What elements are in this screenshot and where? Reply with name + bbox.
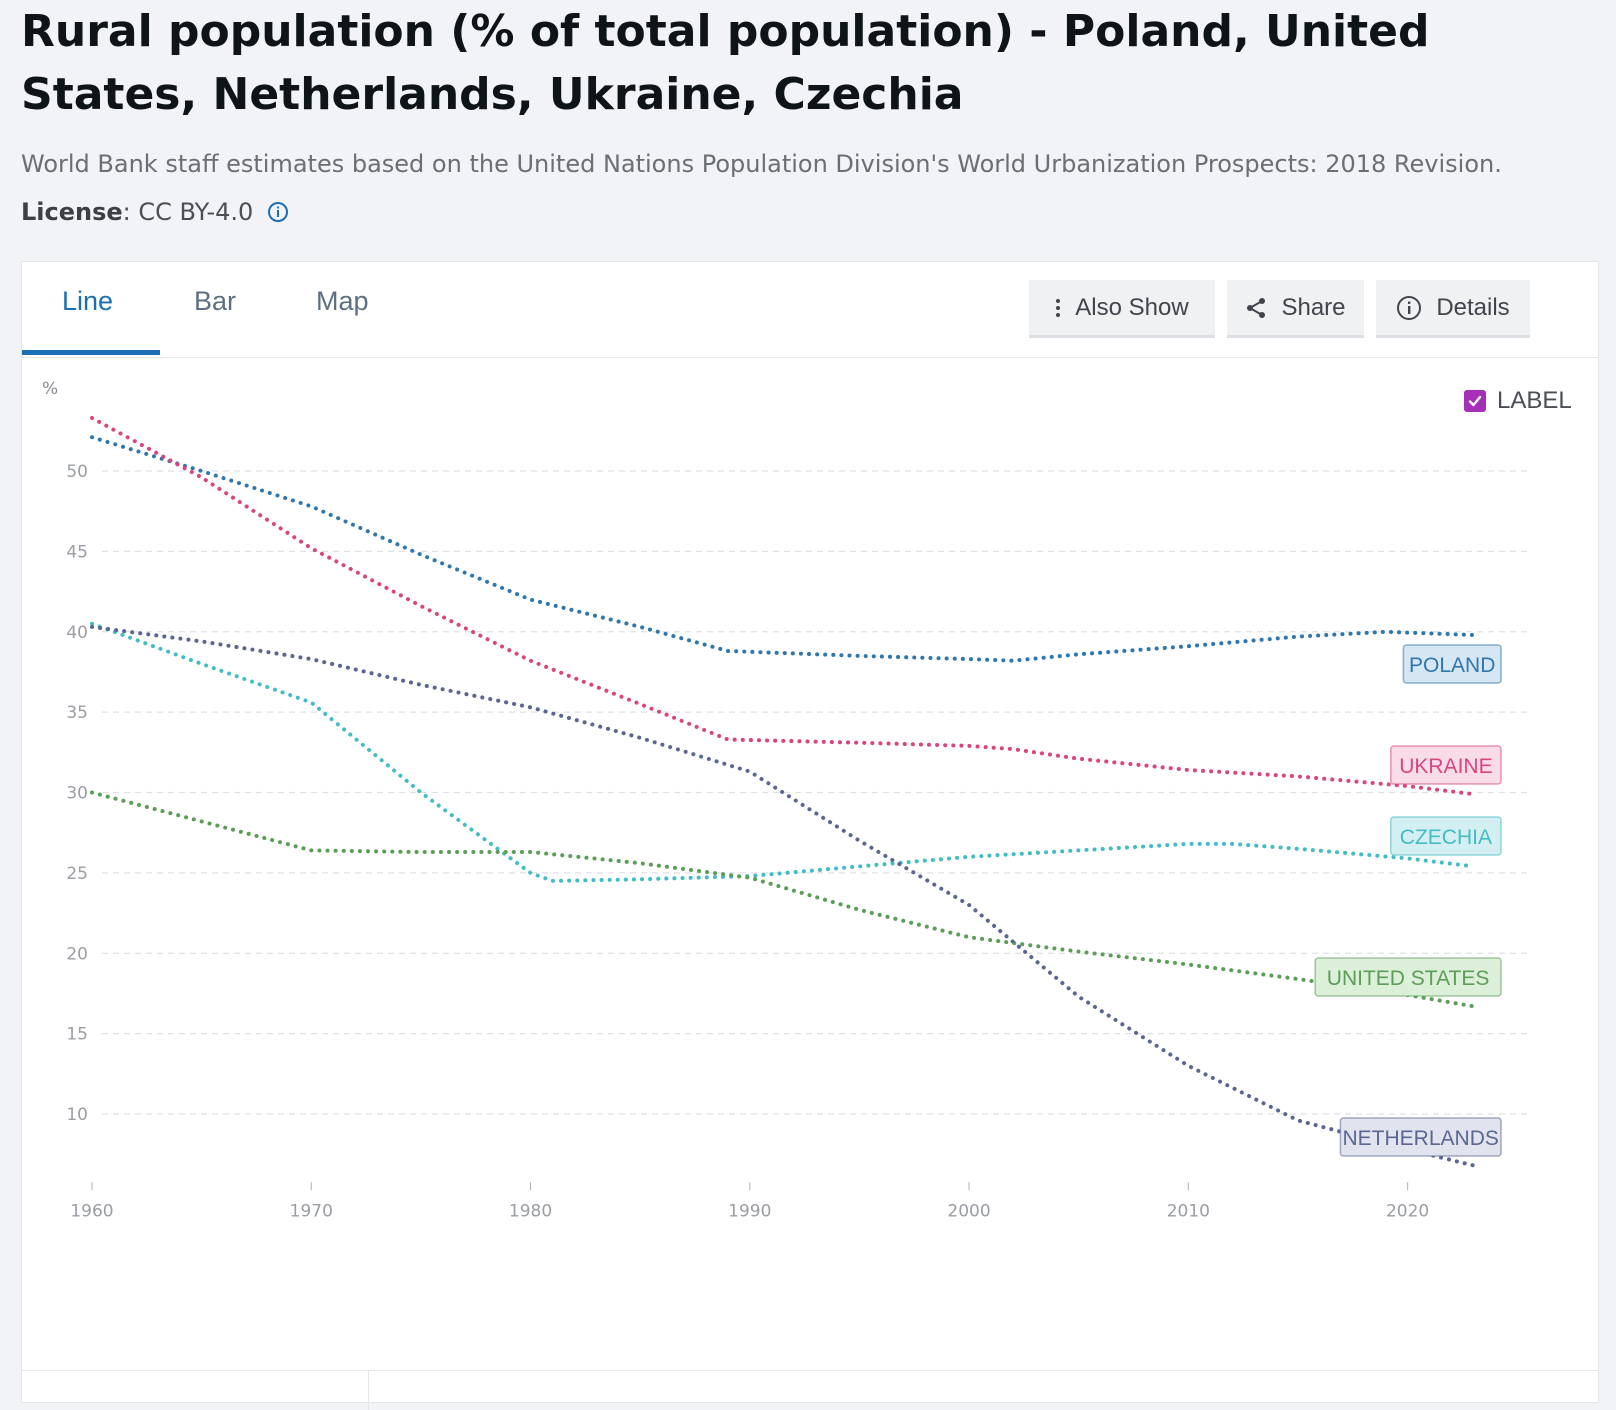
x-tick-label: 1960 xyxy=(70,1201,113,1221)
series-line-netherlands xyxy=(90,624,1476,1168)
series-line-poland xyxy=(90,435,1476,663)
tab-map[interactable]: Map xyxy=(316,286,369,316)
y-tick-label: 20 xyxy=(66,944,88,964)
details-button[interactable]: Details xyxy=(1376,280,1530,338)
series-label-box xyxy=(1390,745,1502,785)
details-label: Details xyxy=(1436,293,1510,321)
y-axis-unit-label: % xyxy=(42,379,58,399)
y-tick-label: 25 xyxy=(66,864,88,884)
share-button[interactable]: Share xyxy=(1227,280,1364,338)
page-title: Rural population (% of total population)… xyxy=(21,6,1430,120)
series-label: UNITED STATES xyxy=(1327,967,1490,990)
y-tick-label: 45 xyxy=(66,542,88,562)
y-tick-label: 40 xyxy=(66,623,88,643)
more-vertical-icon xyxy=(1055,298,1061,318)
label-checkbox[interactable] xyxy=(1464,390,1486,412)
share-icon xyxy=(1245,297,1267,319)
series-label: CZECHIA xyxy=(1400,826,1492,849)
x-tick-label: 1980 xyxy=(509,1201,552,1221)
y-tick-label: 10 xyxy=(66,1105,88,1125)
active-tab-indicator xyxy=(22,350,160,355)
series-line-united-states xyxy=(90,790,1476,1009)
x-tick-label: 2000 xyxy=(947,1201,990,1221)
y-tick-label: 15 xyxy=(66,1025,88,1045)
license-value: : CC BY-4.0 xyxy=(122,198,254,226)
y-tick-label: 35 xyxy=(66,703,88,723)
series-label-box xyxy=(1390,816,1502,856)
series-label: NETHERLANDS xyxy=(1343,1127,1499,1150)
x-tick-label: 2010 xyxy=(1167,1201,1210,1221)
chart-tabbar: Line Bar Map Also Show Share xyxy=(22,262,1598,358)
series-label-box xyxy=(1339,1117,1502,1157)
license-label: License xyxy=(21,198,123,226)
x-tick-label: 1970 xyxy=(290,1201,333,1221)
footer-column-divider xyxy=(368,1370,369,1410)
line-chart: % 10 15 20 25 30 35 40 45 50 1960 1970 1980 1990 2000 2… xyxy=(42,379,1530,1221)
series-label-box xyxy=(1402,644,1502,684)
label-toggle-text: LABEL xyxy=(1497,387,1572,414)
also-show-label: Also Show xyxy=(1075,293,1189,321)
series-label: UKRAINE xyxy=(1399,755,1492,778)
share-label: Share xyxy=(1281,293,1346,321)
x-tick-label: 2020 xyxy=(1386,1201,1429,1221)
label-toggle[interactable]: LABEL xyxy=(1464,387,1572,415)
tab-bar[interactable]: Bar xyxy=(194,286,237,316)
series-line-ukraine xyxy=(90,416,1476,797)
series-label: POLAND xyxy=(1409,654,1495,677)
license-line: License : CC BY-4.0 xyxy=(21,198,289,226)
info-circle-icon xyxy=(1396,295,1422,321)
y-tick-label: 30 xyxy=(66,784,88,804)
card-footer-divider xyxy=(22,1370,1598,1371)
chart-card: Line Bar Map Also Show Share xyxy=(21,261,1599,1410)
y-tick-label: 50 xyxy=(66,462,88,482)
also-show-button[interactable]: Also Show xyxy=(1029,280,1215,338)
series-line-czechia xyxy=(90,621,1476,883)
x-tick-label: 1990 xyxy=(728,1201,771,1221)
info-icon[interactable] xyxy=(267,201,289,223)
source-note: World Bank staff estimates based on the … xyxy=(21,150,1502,178)
tab-line[interactable]: Line xyxy=(62,286,114,316)
series-label-box xyxy=(1314,957,1502,997)
